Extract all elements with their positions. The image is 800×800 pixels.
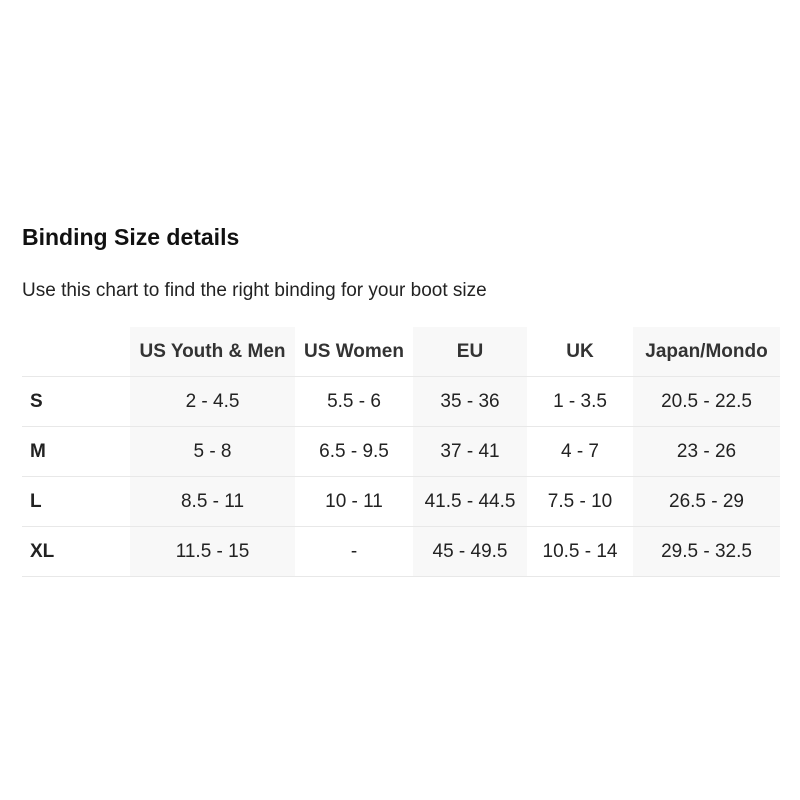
size-cell: 26.5 - 29 — [633, 476, 780, 527]
column-header — [22, 327, 130, 377]
column-header: Japan/Mondo — [633, 327, 780, 377]
size-cell: 4 - 7 — [527, 426, 633, 477]
size-cell: 10 - 11 — [295, 476, 413, 527]
column-header: UK — [527, 327, 633, 377]
table-row: XL 11.5 - 15-45 - 49.5 10.5 - 14 29.5 - 32.… — [22, 526, 780, 577]
size-label: S — [22, 376, 130, 427]
size-cell: 41.5 - 44.5 — [413, 476, 527, 527]
subtitle: Use this chart to find the right binding… — [22, 280, 487, 301]
size-cell: 7.5 - 10 — [527, 476, 633, 527]
size-cell: 29.5 - 32.5 — [633, 526, 780, 577]
size-label: XL — [22, 526, 130, 577]
size-cell: 2 - 4.5 — [130, 376, 295, 427]
size-cell: 10.5 - 14 — [527, 526, 633, 577]
size-cell: 45 - 49.5 — [413, 526, 527, 577]
size-cell: 23 - 26 — [633, 426, 780, 477]
header-row: US Youth & Men US Women EU UK Japan/Mondo — [22, 327, 780, 377]
size-cell: 8.5 - 11 — [130, 476, 295, 527]
size-cell: 6.5 - 9.5 — [295, 426, 413, 477]
size-label: L — [22, 476, 130, 527]
column-header: US Women — [295, 327, 413, 377]
size-cell: 1 - 3.5 — [527, 376, 633, 427]
column-header: EU — [413, 327, 527, 377]
size-cell: - — [295, 526, 413, 577]
size-label: M — [22, 426, 130, 477]
page-title: Binding Size details — [22, 224, 240, 250]
size-cell: 37 - 41 — [413, 426, 527, 477]
size-cell: 5 - 8 — [130, 426, 295, 477]
size-cell: 11.5 - 15 — [130, 526, 295, 577]
size-cell: 5.5 - 6 — [295, 376, 413, 427]
size-cell: 20.5 - 22.5 — [633, 376, 780, 427]
column-header: US Youth & Men — [130, 327, 295, 377]
size-cell: 35 - 36 — [413, 376, 527, 427]
table-row: L 8.5 - 11 10 - 11 41.5 - 44.5 7.5 - 10 26.5 … — [22, 476, 780, 527]
